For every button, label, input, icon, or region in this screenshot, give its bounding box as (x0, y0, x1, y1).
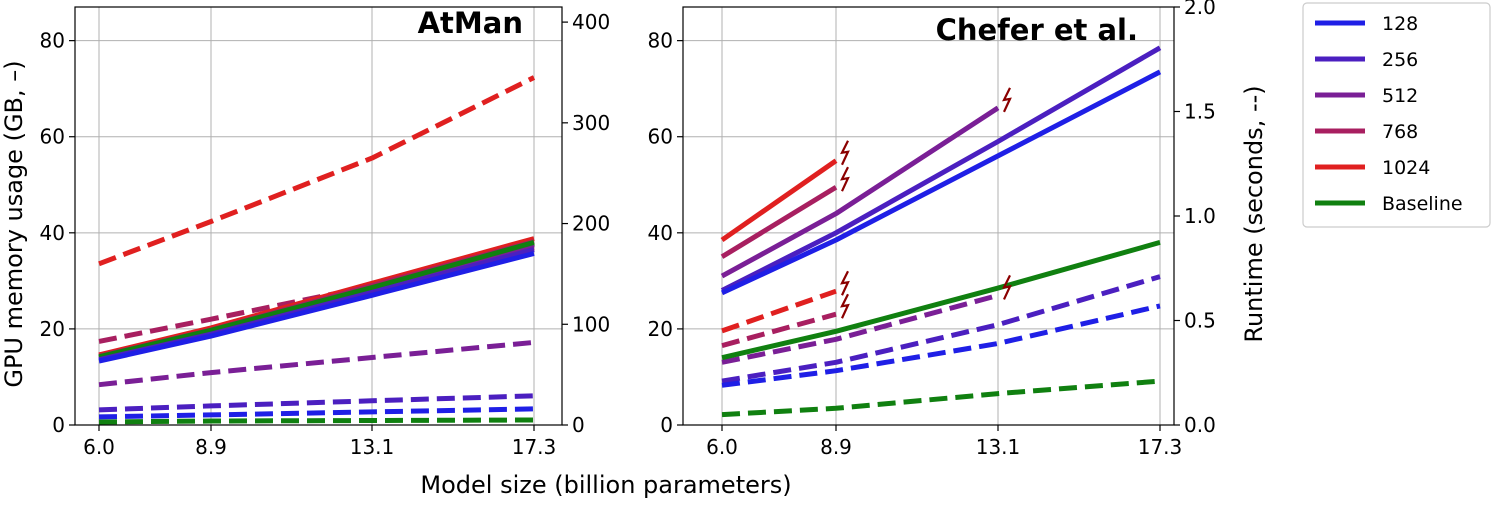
panel-chefer: 6.0 8.9 13.1 17.3 0 20 40 60 80 0.0 0.5 1.0 1.5 2.0 Ch… (648, 0, 1216, 459)
atman-runtime-line-512 (98, 339, 535, 388)
legend-label-128: 128 (1382, 13, 1418, 35)
atman-memory-line-baseline (98, 239, 535, 360)
atman-memory-line-256 (98, 247, 535, 363)
atman-y-right-tick-label: 200 (572, 212, 610, 236)
y-axis-title-left: GPU memory usage (GB, –) (0, 60, 28, 387)
chefer-et-al-oom-marker-icon (1002, 274, 1012, 300)
chefer-et-al-oom-marker-icon (840, 270, 850, 296)
atman-y-right-tick-label: 0 (572, 413, 585, 437)
atman-x-tick-label: 8.9 (195, 435, 227, 459)
chefer-et-al-y-left-tick-label: 20 (648, 317, 673, 341)
chefer-et-al-panel-title: Chefer et al. (936, 13, 1138, 47)
atman-y-left-tick-label: 80 (40, 29, 65, 53)
chefer-et-al-x-tick-label: 8.9 (820, 435, 852, 459)
chefer-et-al-runtime-line-baseline (721, 378, 1161, 418)
chefer-et-al-y-left-tick-label: 0 (660, 413, 673, 437)
atman-y-right-tick-label: 100 (572, 312, 610, 336)
atman-runtime-line-768 (98, 245, 535, 344)
chefer-et-al-oom-marker-icon (840, 140, 850, 166)
chefer-et-al-memory-line-1024 (720, 158, 838, 243)
legend-label-1024: 1024 (1382, 157, 1430, 179)
atman-y-left-tick-label: 60 (40, 125, 65, 149)
chefer-et-al-y-right-tick-label: 0.5 (1184, 309, 1216, 333)
chefer-et-al-y-right-tick-label: 2.0 (1184, 0, 1216, 19)
atman-x-tick-label: 6.0 (83, 435, 115, 459)
chefer-et-al-oom-marker-icon (840, 166, 850, 192)
atman-runtime-line-1024 (98, 75, 536, 267)
legend-label-512: 512 (1382, 85, 1418, 107)
atman-runtime-line-128 (98, 406, 535, 420)
chefer-et-al-x-tick-label: 17.3 (1138, 435, 1183, 459)
panel-atman: 6.0 8.9 13.1 17.3 0 20 40 60 80 0 100 200 300 400 AtMa… (40, 6, 611, 459)
chefer-et-al-x-tick-label: 13.1 (976, 435, 1021, 459)
chefer-et-al-memory-line-baseline (721, 239, 1161, 361)
x-axis-title: Model size (billion parameters) (420, 471, 791, 499)
chefer-et-al-runtime-line-512 (721, 292, 999, 365)
chefer-et-al-y-left-tick-label: 40 (648, 221, 673, 245)
chefer-et-al-y-left-tick-label: 60 (648, 125, 673, 149)
legend-label-768: 768 (1382, 121, 1418, 143)
chefer-et-al-memory-line-128 (720, 69, 1162, 296)
chefer-et-al-y-right-tick-label: 1.5 (1184, 100, 1216, 124)
atman-y-left-tick-label: 20 (40, 317, 65, 341)
y-axis-title-right: Runtime (seconds, --) (1240, 85, 1268, 342)
chefer-et-al-oom-marker-icon (840, 293, 850, 319)
chefer-et-al-y-right-tick-label: 1.0 (1184, 204, 1216, 228)
chefer-et-al-x-tick-label: 6.0 (706, 435, 738, 459)
atman-y-left-tick-label: 0 (52, 413, 65, 437)
chefer-et-al-runtime-line-768 (721, 311, 837, 349)
atman-x-tick-label: 17.3 (512, 435, 557, 459)
atman-memory-line-128 (98, 251, 535, 364)
chefer-et-al-y-right-tick-label: 0.0 (1184, 413, 1216, 437)
legend: 128 256 512 768 1024 Baseline (1302, 2, 1491, 228)
atman-axes-frame (74, 6, 563, 426)
atman-y-right-tick-label: 300 (572, 111, 610, 135)
atman-runtime-line-256 (98, 393, 535, 413)
legend-label-256: 256 (1382, 49, 1418, 71)
chefer-et-al-runtime-line-128 (721, 303, 1161, 388)
chefer-et-al-runtime-line-1024 (721, 288, 837, 334)
chefer-et-al-memory-line-512 (720, 105, 1000, 279)
chefer-et-al-memory-line-768 (720, 185, 838, 259)
chefer-et-al-y-left-tick-label: 80 (648, 29, 673, 53)
chefer-et-al-oom-marker-icon (1002, 87, 1012, 113)
atman-memory-line-1024 (98, 236, 535, 358)
chefer-et-al-runtime-line-256 (721, 274, 1161, 384)
atman-x-tick-label: 13.1 (350, 435, 395, 459)
atman-y-left-tick-label: 40 (40, 221, 65, 245)
atman-y-right-tick-label: 400 (572, 10, 610, 34)
atman-runtime-line-baseline (98, 417, 535, 425)
chefer-et-al-memory-line-256 (720, 45, 1162, 293)
atman-panel-title: AtMan (418, 6, 523, 40)
legend-label-baseline: Baseline (1382, 193, 1463, 215)
